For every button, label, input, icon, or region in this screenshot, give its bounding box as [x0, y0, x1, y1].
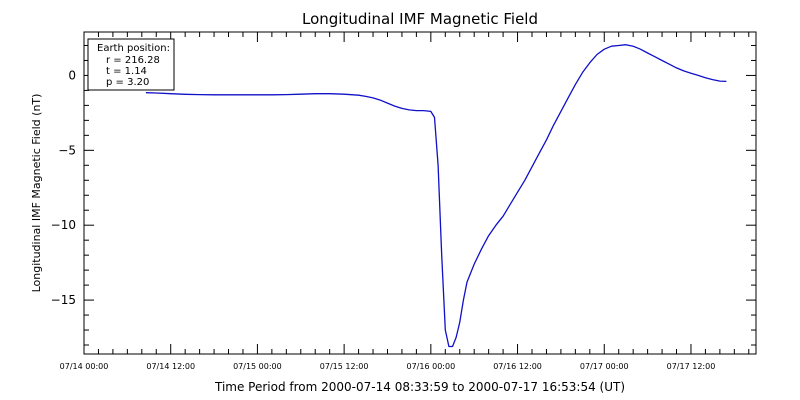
y-tick-label: −15 [51, 293, 76, 307]
x-tick-label: 07/16 00:00 [407, 362, 456, 371]
x-axis-label: Time Period from 2000-07-14 08:33:59 to … [214, 380, 625, 394]
x-tick-label: 07/16 12:00 [493, 362, 542, 371]
series-line-imf-bx [145, 44, 727, 348]
chart-title: Longitudinal IMF Magnetic Field [302, 10, 538, 28]
x-tick-label: 07/14 12:00 [146, 362, 195, 371]
x-axis: 07/14 00:00 07/14 12:00 07/15 00:00 07/15 1… [60, 32, 750, 371]
y-tick-label: −5 [58, 143, 76, 157]
earth-position-r: r = 216.28 [106, 55, 160, 66]
y-tick-label: 0 [68, 68, 76, 82]
series-layer [145, 44, 727, 348]
x-tick-label: 07/17 12:00 [667, 362, 716, 371]
x-tick-label: 07/17 00:00 [580, 362, 629, 371]
earth-position-p: p = 3.20 [106, 77, 149, 88]
earth-position-box-frame [87, 38, 175, 91]
x-tick-label: 07/14 00:00 [60, 362, 109, 371]
y-tick-label: −10 [51, 218, 76, 232]
earth-position-heading: Earth position: [97, 43, 170, 54]
x-tick-label: 07/15 12:00 [320, 362, 369, 371]
y-axis-label: Longitudinal IMF Magnetic Field (nT) [30, 94, 43, 293]
x-tick-label: 07/15 00:00 [233, 362, 282, 371]
plot-frame [83, 31, 757, 355]
earth-position-t: t = 1.14 [106, 66, 147, 77]
earth-position-box: Earth position: r = 216.28 t = 1.14 p = … [87, 38, 175, 91]
